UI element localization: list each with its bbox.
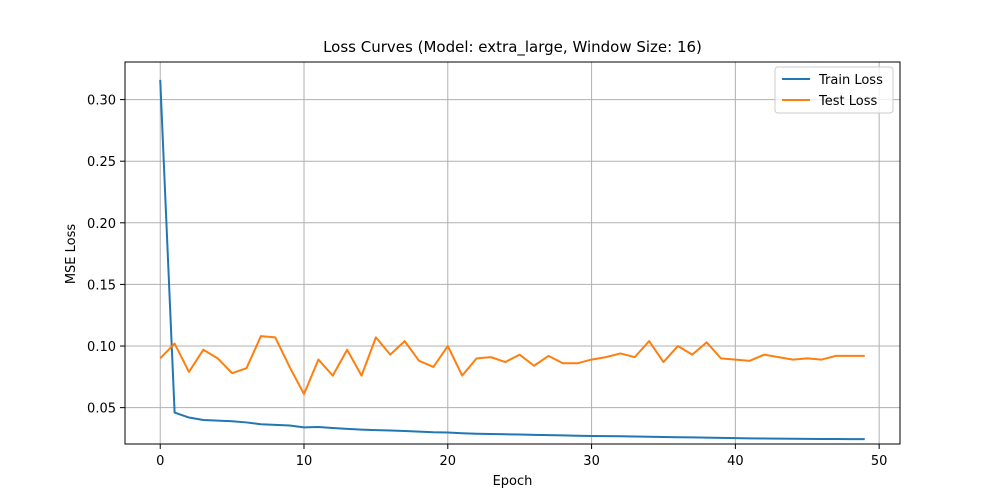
y-tick-label: 0.20 xyxy=(87,217,116,232)
legend-label-test-loss: Test Loss xyxy=(818,94,877,109)
legend-label-train-loss: Train Loss xyxy=(818,73,883,88)
y-tick-label: 0.15 xyxy=(87,278,116,293)
grid-lines xyxy=(125,62,900,444)
series-line-test-loss xyxy=(159,335,865,396)
x-tick-label: 10 xyxy=(296,454,313,469)
x-tick-label: 40 xyxy=(727,454,744,469)
series-layer xyxy=(159,79,865,441)
legend: Train Loss Test Loss xyxy=(774,66,894,114)
x-tick-label: 50 xyxy=(871,454,888,469)
y-axis-label: MSE Loss xyxy=(64,224,79,285)
plot-frame xyxy=(124,61,901,445)
tick-layer: 0 10 20 30 40 50 0.05 0.10 0.15 0.20 0.25 0.30 xyxy=(87,94,887,469)
y-tick-label: 0.10 xyxy=(87,340,116,355)
chart-title: Loss Curves (Model: extra_large, Window … xyxy=(323,38,702,57)
y-tick-label: 0.30 xyxy=(87,94,116,109)
x-tick-label: 30 xyxy=(583,454,600,469)
x-axis-label: Epoch xyxy=(493,474,533,489)
series-line-train-loss xyxy=(159,79,865,441)
x-tick-label: 20 xyxy=(440,454,457,469)
y-tick-label: 0.05 xyxy=(87,402,116,417)
y-tick-label: 0.25 xyxy=(87,155,116,170)
x-tick-label: 0 xyxy=(156,454,164,469)
